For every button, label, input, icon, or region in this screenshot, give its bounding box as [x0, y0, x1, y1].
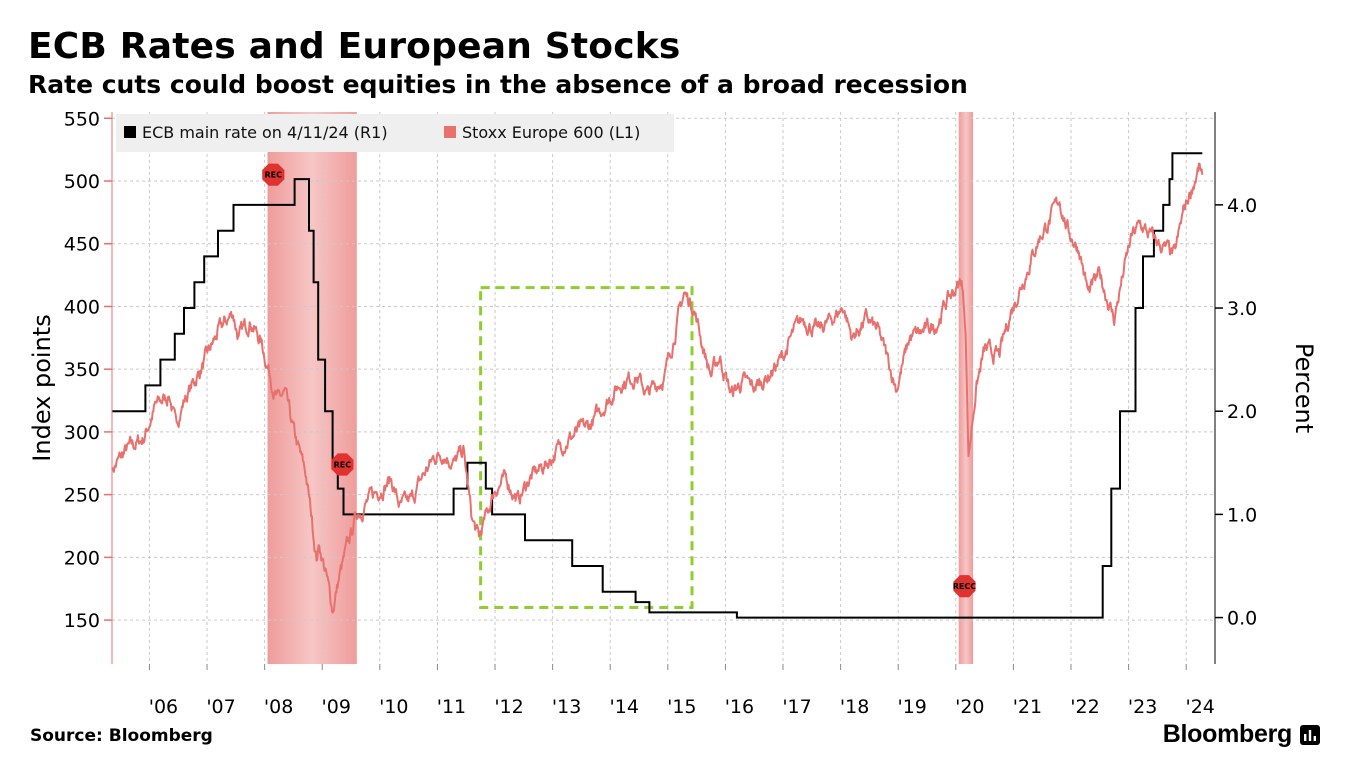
legend-swatch-ecb: [124, 126, 136, 138]
stoxx-line: [111, 162, 1204, 614]
right-tick-label: 4.0: [1227, 195, 1257, 217]
chart-title: ECB Rates and European Stocks: [28, 26, 681, 67]
x-tick-label: '17: [782, 696, 811, 718]
left-tick-label: 150: [64, 610, 100, 632]
x-tick-label: '16: [725, 696, 754, 718]
left-tick-label: 450: [64, 234, 100, 256]
x-tick-label: '07: [206, 696, 235, 718]
x-tick-label: '21: [1013, 696, 1042, 718]
brand-text: Bloomberg: [1162, 720, 1293, 748]
right-tick-label: 0.0: [1227, 608, 1257, 630]
bloomberg-logo: Bloomberg: [1163, 720, 1320, 749]
legend: ECB main rate on 4/11/24 (R1) Stoxx Europ…: [116, 114, 674, 152]
left-tick-label: 200: [64, 547, 100, 569]
left-tick-label: 300: [64, 422, 100, 444]
x-tick-label: '13: [552, 696, 581, 718]
recession-band-1: [267, 112, 357, 664]
legend-swatch-stoxx: [444, 126, 456, 138]
right-tick-label: 1.0: [1227, 504, 1257, 526]
x-tick-label: '14: [610, 696, 639, 718]
left-tick-label: 400: [64, 296, 100, 318]
recession-marker-1: [262, 163, 285, 186]
recession-marker-label: REC: [334, 461, 352, 470]
legend-label-ecb: ECB main rate on 4/11/24 (R1): [142, 123, 388, 142]
axes: 150 200 250 300 350 400 450 500 550 Index points 0…: [28, 108, 1318, 718]
x-tick-label: '11: [437, 696, 466, 718]
x-tick-label: '22: [1070, 696, 1099, 718]
x-tick-label: '12: [494, 696, 523, 718]
left-tick-label: 500: [64, 171, 100, 193]
recession-markers: REC REC RECC: [262, 163, 976, 598]
x-tick-label: '24: [1185, 696, 1214, 718]
right-tick-label: 2.0: [1227, 401, 1257, 423]
left-tick-label: 350: [64, 359, 100, 381]
left-axis-title: Index points: [28, 314, 56, 461]
left-tick-label: 250: [64, 485, 100, 507]
recession-marker-3: [953, 575, 976, 598]
recession-marker-2: [331, 453, 354, 476]
chart-subtitle: Rate cuts could boost equities in the ab…: [28, 70, 968, 99]
x-tick-label: '23: [1128, 696, 1157, 718]
x-tick-label: '06: [149, 696, 178, 718]
x-tick-label: '20: [955, 696, 984, 718]
x-tick-label: '18: [840, 696, 869, 718]
recession-band-2: [958, 112, 974, 664]
recession-marker-label: REC: [265, 171, 283, 180]
recession-marker-label: RECC: [953, 582, 976, 591]
series-lines: [111, 152, 1204, 619]
x-tick-label: '15: [667, 696, 696, 718]
legend-background: [116, 114, 674, 152]
right-tick-label: 3.0: [1227, 298, 1257, 320]
legend-label-stoxx: Stoxx Europe 600 (L1): [462, 123, 640, 142]
left-tick-label: 550: [64, 108, 100, 130]
x-tick-label: '19: [898, 696, 927, 718]
highlight-box-group: [479, 286, 694, 610]
source-note: Source: Bloomberg: [30, 726, 213, 746]
x-tick-label: '10: [379, 696, 408, 718]
bar-chart-icon: [1300, 724, 1320, 745]
x-tick-label: '08: [264, 696, 293, 718]
x-tick-label: '09: [322, 696, 351, 718]
right-axis-title: Percent: [1290, 343, 1318, 433]
highlight-box: [479, 286, 694, 610]
